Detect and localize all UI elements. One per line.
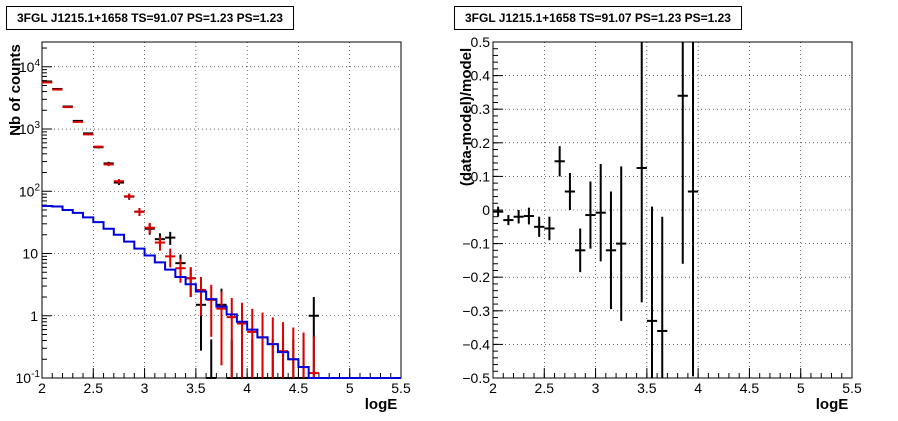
data-point (585, 181, 596, 249)
data-point (134, 207, 145, 216)
data-point (185, 267, 196, 298)
y-tick-label: 102 (19, 182, 41, 199)
x-tick-label: 5 (797, 380, 805, 396)
data-point (523, 207, 535, 225)
y-tick-label: 104 (19, 58, 41, 75)
x-tick-label: 4.5 (740, 380, 760, 396)
data-point (175, 258, 186, 283)
data-point (687, 42, 699, 377)
data-point (308, 336, 319, 378)
data-point (564, 173, 576, 210)
y-tick-label: 10-1 (16, 369, 41, 386)
data-point (605, 191, 617, 310)
x-tick-label: 3 (592, 380, 600, 396)
data-point (62, 106, 73, 109)
data-point (513, 210, 524, 224)
y-tick-label: −0.5 (462, 370, 490, 386)
data-point (83, 133, 94, 136)
x-tick-label: 2 (38, 380, 46, 396)
y-tick-label: 0.3 (471, 101, 491, 117)
x-tick-label: 4 (694, 380, 702, 396)
right-chart: 2 2.5 3 3.5 4 4.5 5 5.5 0.5 0.4 0.3 0.2 0.1 0 −0.1 −0.2… (458, 34, 862, 413)
data-point (72, 120, 84, 123)
data-point (277, 322, 289, 378)
y-tick-label: 0.1 (471, 168, 491, 184)
x-tick-label: 3.5 (637, 380, 657, 396)
left-chart-title: 3FGL J1215.1+1658 TS=91.07 PS=1.23 PS=1.… (6, 6, 294, 30)
data-point (216, 291, 227, 366)
data-point (103, 162, 114, 167)
right-chart-title: 3FGL J1215.1+1658 TS=91.07 PS=1.23 PS=1.… (454, 6, 742, 30)
y-tick-label: −0.1 (462, 236, 490, 252)
data-point (93, 145, 104, 148)
x-tick-label: 4 (243, 380, 251, 396)
data-point (144, 222, 155, 234)
x-axis-label: logE (365, 396, 398, 413)
data-point (236, 302, 248, 378)
data-point (677, 42, 688, 264)
data-point (165, 248, 176, 268)
data-point (616, 166, 627, 321)
data-point (575, 228, 586, 273)
data-point (42, 81, 53, 84)
data-point (247, 308, 258, 378)
y-axis-label: (data-model)/model (458, 48, 475, 186)
data-point (503, 215, 514, 226)
data-point (206, 339, 217, 379)
x-tick-label: 5 (346, 380, 354, 396)
y-tick-label: −0.4 (462, 336, 490, 352)
x-tick-label: 5.5 (842, 380, 862, 396)
y-tick-label: 0 (482, 202, 490, 218)
data-point (493, 206, 504, 217)
x-tick-label: 2.5 (84, 380, 104, 396)
data-point (646, 206, 658, 378)
data-point (124, 193, 135, 200)
data-point (195, 276, 207, 317)
y-tick-label: −0.2 (462, 269, 490, 285)
data-point (226, 298, 237, 378)
plot-frame (492, 41, 853, 379)
y-tick-label: 1 (30, 308, 38, 324)
y-tick-label: 10 (22, 246, 38, 262)
data-point (544, 216, 555, 241)
y-axis-label: Nb of counts (7, 44, 24, 136)
data-point (554, 146, 565, 177)
y-tick-label: 103 (19, 120, 41, 137)
data-point (636, 42, 647, 303)
data-point (165, 231, 176, 245)
y-tick-label: 0.4 (471, 68, 491, 84)
x-tick-label: 3 (141, 380, 149, 396)
x-axis-label: logE (816, 396, 849, 413)
x-tick-label: 2.5 (535, 380, 555, 396)
data-point (657, 216, 668, 378)
data-point (154, 236, 166, 251)
data-point (52, 88, 63, 91)
model-step-line (42, 204, 401, 379)
x-tick-label: 3.5 (186, 380, 206, 396)
data-point (113, 179, 125, 184)
x-tick-label: 2 (489, 380, 497, 396)
x-tick-label: 4.5 (289, 380, 309, 396)
y-tick-label: −0.3 (462, 303, 490, 319)
data-point (534, 216, 545, 237)
y-tick-label: 0.2 (471, 135, 491, 151)
data-point (595, 163, 606, 262)
y-tick-label: 0.5 (471, 34, 491, 50)
x-tick-label: 5.5 (391, 380, 411, 396)
